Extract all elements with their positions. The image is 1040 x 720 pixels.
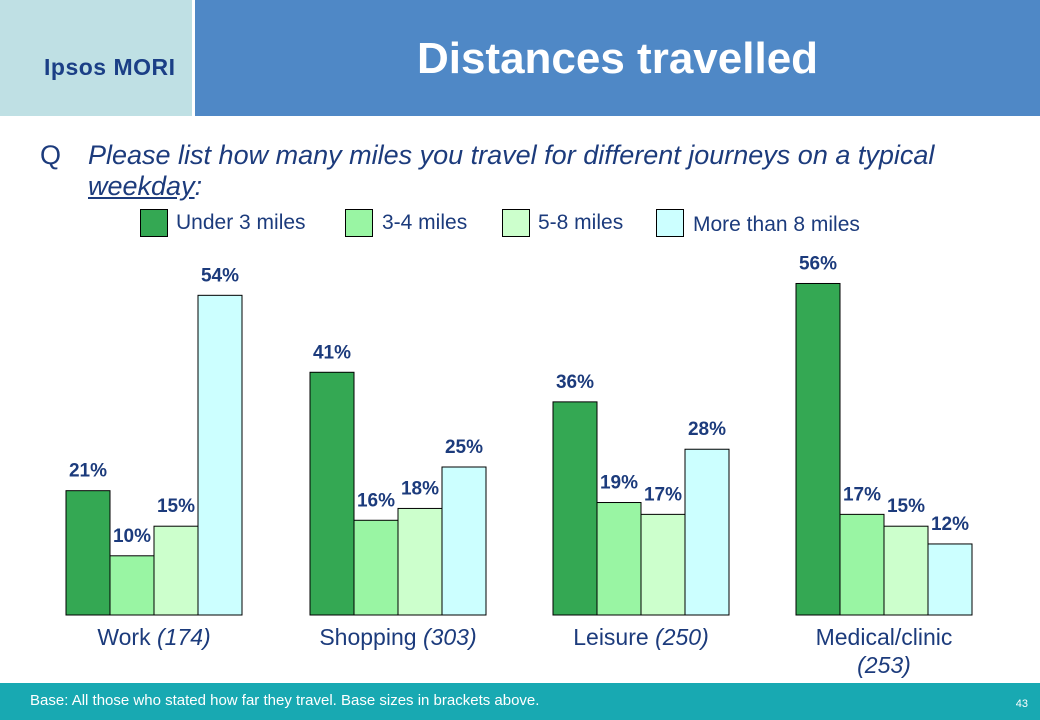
bar-medical-clinic-3 bbox=[927, 543, 973, 616]
data-label-leisure-0: 36% bbox=[556, 372, 594, 393]
legend-swatch-3-4 bbox=[345, 209, 373, 237]
bar-leisure-2 bbox=[640, 513, 686, 616]
legend-label-under-3: Under 3 miles bbox=[176, 211, 306, 234]
legend-label-5-8: 5-8 miles bbox=[538, 211, 624, 234]
ipsos-mori-logo: Ipsos MORI bbox=[44, 54, 176, 80]
category-label-shopping: Shopping (303) bbox=[319, 624, 476, 650]
legend-swatch-over-8 bbox=[656, 209, 684, 237]
data-label-medical-clinic-0: 56% bbox=[799, 253, 837, 274]
bar-medical-clinic-2 bbox=[883, 525, 929, 616]
category-label-medical-clinic: Medical/clinic bbox=[816, 624, 953, 650]
question-text-main: Please list how many miles you travel fo… bbox=[88, 140, 935, 170]
data-label-work-3: 54% bbox=[201, 265, 239, 286]
legend-swatch-under-3 bbox=[140, 209, 168, 237]
footer-bar: Base: All those who stated how far they … bbox=[0, 683, 1040, 720]
logo-panel: Ipsos MORI bbox=[0, 0, 192, 116]
data-label-medical-clinic-3: 12% bbox=[931, 514, 969, 535]
bar-shopping-2 bbox=[397, 507, 443, 616]
data-label-work-1: 10% bbox=[113, 526, 151, 547]
page-title: Distances travelled bbox=[416, 34, 819, 83]
footer-base-note: Base: All those who stated how far they … bbox=[30, 692, 540, 709]
bar-work-0 bbox=[65, 490, 111, 616]
bar-medical-clinic-0 bbox=[795, 282, 841, 616]
data-label-work-0: 21% bbox=[69, 461, 107, 482]
legend-swatch-5-8 bbox=[502, 209, 530, 237]
bar-leisure-1 bbox=[596, 502, 642, 616]
page-number: 43 bbox=[1015, 698, 1028, 710]
data-label-leisure-2: 17% bbox=[644, 484, 682, 505]
question-letter: Q bbox=[40, 140, 62, 170]
data-label-work-2: 15% bbox=[157, 496, 195, 517]
bar-shopping-1 bbox=[353, 519, 399, 616]
bar-medical-clinic-1 bbox=[839, 513, 885, 616]
legend-label-over-8: More than 8 miles bbox=[693, 213, 860, 236]
data-label-shopping-1: 16% bbox=[357, 490, 395, 511]
data-label-shopping-3: 25% bbox=[445, 437, 483, 458]
question-text: Please list how many miles you travel fo… bbox=[88, 140, 988, 202]
category-label-work: Work (174) bbox=[97, 624, 210, 650]
bar-work-3 bbox=[197, 294, 243, 616]
bar-shopping-3 bbox=[441, 466, 487, 616]
bar-leisure-0 bbox=[552, 401, 598, 616]
title-bar: Distances travelled bbox=[195, 0, 1040, 116]
category-base-medical-clinic: (253) bbox=[857, 652, 911, 678]
data-label-leisure-1: 19% bbox=[600, 473, 638, 494]
bar-chart: 21% 10% 15% 54% Work (174) 41% 16% 18% 25% Shoppi… bbox=[65, 253, 973, 678]
bar-work-2 bbox=[153, 525, 199, 616]
bar-shopping-0 bbox=[309, 371, 355, 616]
data-label-leisure-3: 28% bbox=[688, 419, 726, 440]
data-label-medical-clinic-2: 15% bbox=[887, 496, 925, 517]
legend-label-3-4: 3-4 miles bbox=[382, 211, 468, 234]
question-text-underlined: weekday bbox=[88, 171, 195, 201]
bar-leisure-3 bbox=[684, 448, 730, 616]
data-label-medical-clinic-1: 17% bbox=[843, 484, 881, 505]
question-text-end: : bbox=[194, 171, 203, 201]
data-label-shopping-2: 18% bbox=[401, 478, 439, 499]
bar-work-1 bbox=[109, 555, 155, 616]
category-label-leisure: Leisure (250) bbox=[573, 624, 709, 650]
data-label-shopping-0: 41% bbox=[313, 342, 351, 363]
